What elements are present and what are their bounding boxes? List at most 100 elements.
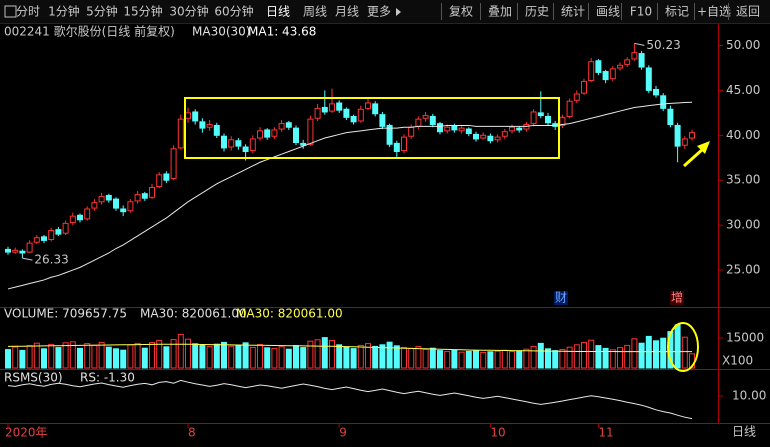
- toolbar-button[interactable]: 叠加: [488, 5, 512, 19]
- menu-icon[interactable]: [4, 5, 17, 18]
- toolbar-button[interactable]: 标记: [665, 5, 689, 19]
- candle-body: [379, 114, 386, 127]
- volume-bar: [422, 348, 429, 369]
- volume-bar: [62, 342, 69, 369]
- candle-body: [343, 108, 350, 118]
- volume-unit: X100: [722, 354, 753, 368]
- period-tab[interactable]: 1分钟: [48, 4, 80, 19]
- candle-body: [465, 128, 472, 135]
- volume-bar: [494, 350, 501, 369]
- volume-bar: [573, 344, 580, 369]
- candle-body: [350, 115, 357, 123]
- volume-bar: [257, 344, 263, 369]
- volume-bar: [429, 347, 436, 369]
- candle-body: [26, 242, 33, 253]
- volume-bar: [645, 335, 652, 369]
- max-label: 50.23: [646, 38, 680, 52]
- candle-body: [451, 125, 458, 131]
- toolbar-button[interactable]: 复权: [449, 5, 473, 19]
- volume-bar: [437, 350, 443, 369]
- candle-body: [321, 106, 328, 113]
- toolbar-button[interactable]: 画线: [596, 5, 620, 19]
- period-tab[interactable]: 30分钟: [169, 4, 208, 19]
- candle-body: [134, 194, 141, 202]
- y-tick-label: 10.00: [732, 389, 766, 403]
- volume-bar: [559, 349, 566, 369]
- toolbar-button[interactable]: 返回: [736, 5, 760, 19]
- volume-bar: [365, 343, 371, 369]
- volume-bar: [595, 345, 602, 369]
- candle-body: [624, 59, 631, 65]
- period-tab[interactable]: 15分钟: [123, 4, 162, 19]
- volume-bar: [199, 344, 206, 369]
- candle-body: [242, 146, 249, 152]
- candle-body: [617, 64, 623, 69]
- candle-body: [278, 123, 285, 130]
- volume-bar: [5, 349, 11, 369]
- candle-body: [372, 103, 379, 115]
- plot: 25.00 30.00 35.00 40.00 45.00 50.00 2020年 8 9 10 1…: [5, 38, 766, 440]
- volume-bar: [33, 342, 40, 369]
- candle-body: [314, 107, 321, 119]
- candle-body: [516, 127, 523, 131]
- volume-bar: [617, 347, 623, 369]
- candle-body: [69, 215, 76, 223]
- highlight-circle: [667, 322, 699, 372]
- toolbar-button[interactable]: +自选: [697, 5, 731, 19]
- volume-bar: [242, 342, 249, 369]
- volume-bar: [321, 337, 328, 369]
- toolbar-button[interactable]: F10: [630, 5, 652, 19]
- volume-ma: MA30: 820061.00: [140, 307, 247, 321]
- volume-bar: [127, 344, 134, 369]
- candle-body: [509, 126, 515, 132]
- candle-body: [105, 195, 112, 201]
- candle-body: [62, 222, 69, 234]
- candle-body: [473, 133, 479, 140]
- volume-bar: [278, 346, 285, 369]
- event-marker[interactable]: 增: [671, 291, 683, 305]
- volume-bar: [264, 347, 271, 369]
- period-tab[interactable]: 日线: [266, 5, 290, 19]
- candle-body: [257, 130, 263, 139]
- candle-body: [33, 237, 40, 243]
- volume-bar: [401, 346, 407, 369]
- volume-bar: [545, 348, 551, 369]
- volume-bar: [336, 344, 343, 369]
- candle-body: [163, 173, 170, 181]
- toolbar-button[interactable]: 统计: [561, 5, 585, 19]
- more-arrow[interactable]: [396, 8, 401, 16]
- volume-bar: [69, 341, 76, 369]
- rsms-value: RS: -1.30: [80, 371, 135, 385]
- period-tab[interactable]: 60分钟: [214, 4, 253, 19]
- volume-bar: [271, 347, 278, 369]
- period-tab[interactable]: 周线: [303, 5, 327, 19]
- candle-body: [501, 131, 508, 137]
- period-tab[interactable]: 更多: [367, 5, 391, 19]
- candle-body: [77, 214, 83, 221]
- volume-bar: [185, 338, 191, 369]
- ma-name: MA30(30): [192, 25, 250, 39]
- volume-bar: [530, 345, 537, 369]
- candle-body: [293, 127, 299, 144]
- candle-body: [285, 122, 292, 128]
- candle-body: [141, 193, 148, 199]
- candle-body: [581, 80, 587, 94]
- toolbar-button[interactable]: 历史: [525, 5, 549, 19]
- stock-info: 002241 歌尔股份(日线 前复权): [4, 24, 175, 39]
- rsms-title: RSMS(30): [4, 371, 63, 385]
- volume-bar: [228, 345, 235, 369]
- candle-body: [444, 126, 451, 132]
- volume-bar: [19, 349, 26, 369]
- candle-body: [120, 208, 127, 213]
- volume-bar: [523, 348, 530, 369]
- candle-body: [55, 229, 62, 235]
- period-tab[interactable]: 分时: [16, 5, 40, 19]
- period-tab[interactable]: 月线: [335, 5, 359, 19]
- volume-bar: [660, 337, 667, 369]
- volume-bar: [350, 348, 357, 369]
- event-marker[interactable]: 财: [555, 291, 567, 305]
- period-tab[interactable]: 5分钟: [86, 4, 118, 19]
- candle-body: [19, 250, 26, 254]
- volume-bar: [55, 347, 62, 369]
